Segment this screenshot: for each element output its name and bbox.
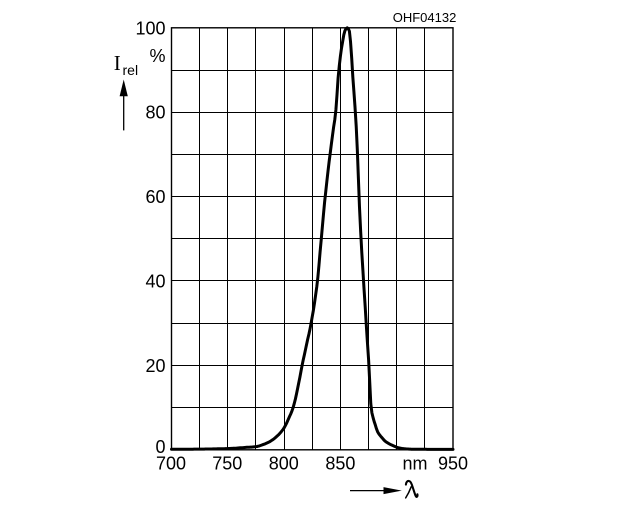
svg-text:750: 750	[212, 454, 242, 474]
svg-text:800: 800	[269, 454, 299, 474]
svg-text:0: 0	[155, 437, 165, 457]
svg-text:700: 700	[156, 454, 186, 474]
svg-text:60: 60	[145, 187, 165, 207]
svg-text:100: 100	[135, 18, 165, 38]
svg-text:850: 850	[325, 454, 355, 474]
svg-text:%: %	[149, 46, 165, 66]
svg-text:I: I	[114, 51, 121, 75]
svg-text:80: 80	[145, 103, 165, 123]
svg-text:OHF04132: OHF04132	[393, 10, 457, 25]
svg-text:950: 950	[438, 454, 468, 474]
svg-text:40: 40	[145, 272, 165, 292]
svg-text:nm: nm	[402, 454, 427, 474]
svg-text:20: 20	[145, 356, 165, 376]
svg-text:rel: rel	[123, 62, 139, 78]
